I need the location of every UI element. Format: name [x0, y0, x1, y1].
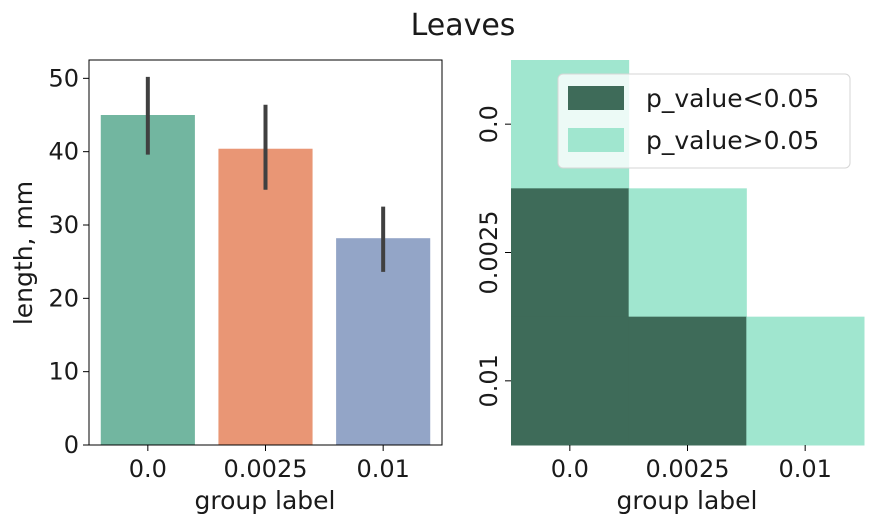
legend-box	[557, 73, 851, 169]
legend-swatch-significant	[568, 86, 624, 110]
bar-0.0025	[218, 148, 313, 445]
y-tick-label: 0.01	[475, 354, 503, 407]
legend-label: p_value>0.05	[646, 126, 819, 155]
y-tick-label: 10	[48, 358, 79, 386]
heatmap-x-axis-label: group label	[616, 486, 757, 515]
bar-0.0	[100, 115, 195, 445]
bar-0.01	[336, 238, 431, 445]
x-tick-label: 0.0025	[224, 455, 308, 483]
bar-chart-panel: 0 10 20 30 40 50 0.0 0.0025 0.01 length, mm grou…	[9, 59, 443, 515]
y-tick-label: 30	[48, 211, 79, 239]
x-tick-label: 0.01	[356, 455, 409, 483]
heatmap-cell-0.01-0.0025	[628, 316, 747, 446]
heatmap-cell-0.0025-0.0	[511, 188, 630, 318]
heatmap-cell-0.01-0.01	[746, 316, 865, 446]
legend-label: p_value<0.05	[646, 84, 819, 113]
y-tick-label: 20	[48, 284, 79, 312]
legend: p_value<0.05 p_value>0.05	[557, 73, 851, 169]
x-tick-label: 0.01	[778, 455, 831, 483]
figure-title: Leaves	[411, 8, 516, 43]
heatmap-panel: 0.0 0.0025 0.01 0.0 0.0025 0.01 group label p…	[475, 60, 865, 515]
heatmap-cell-0.0025-0.0025	[628, 188, 747, 318]
y-tick-label: 0	[64, 431, 79, 459]
bar-chart-y-axis-label: length, mm	[9, 181, 38, 325]
bar-chart-x-axis-label: group label	[194, 486, 335, 515]
y-tick-label: 0.0	[475, 105, 503, 143]
x-tick-label: 0.0	[129, 455, 167, 483]
y-tick-label: 40	[48, 138, 79, 166]
legend-swatch-not_significant	[568, 128, 624, 152]
x-tick-label: 0.0025	[646, 455, 730, 483]
heatmap-cell-0.01-0.0	[511, 316, 630, 446]
y-tick-label: 50	[48, 64, 79, 92]
y-tick-label: 0.0025	[475, 211, 503, 295]
x-tick-label: 0.0	[551, 455, 589, 483]
